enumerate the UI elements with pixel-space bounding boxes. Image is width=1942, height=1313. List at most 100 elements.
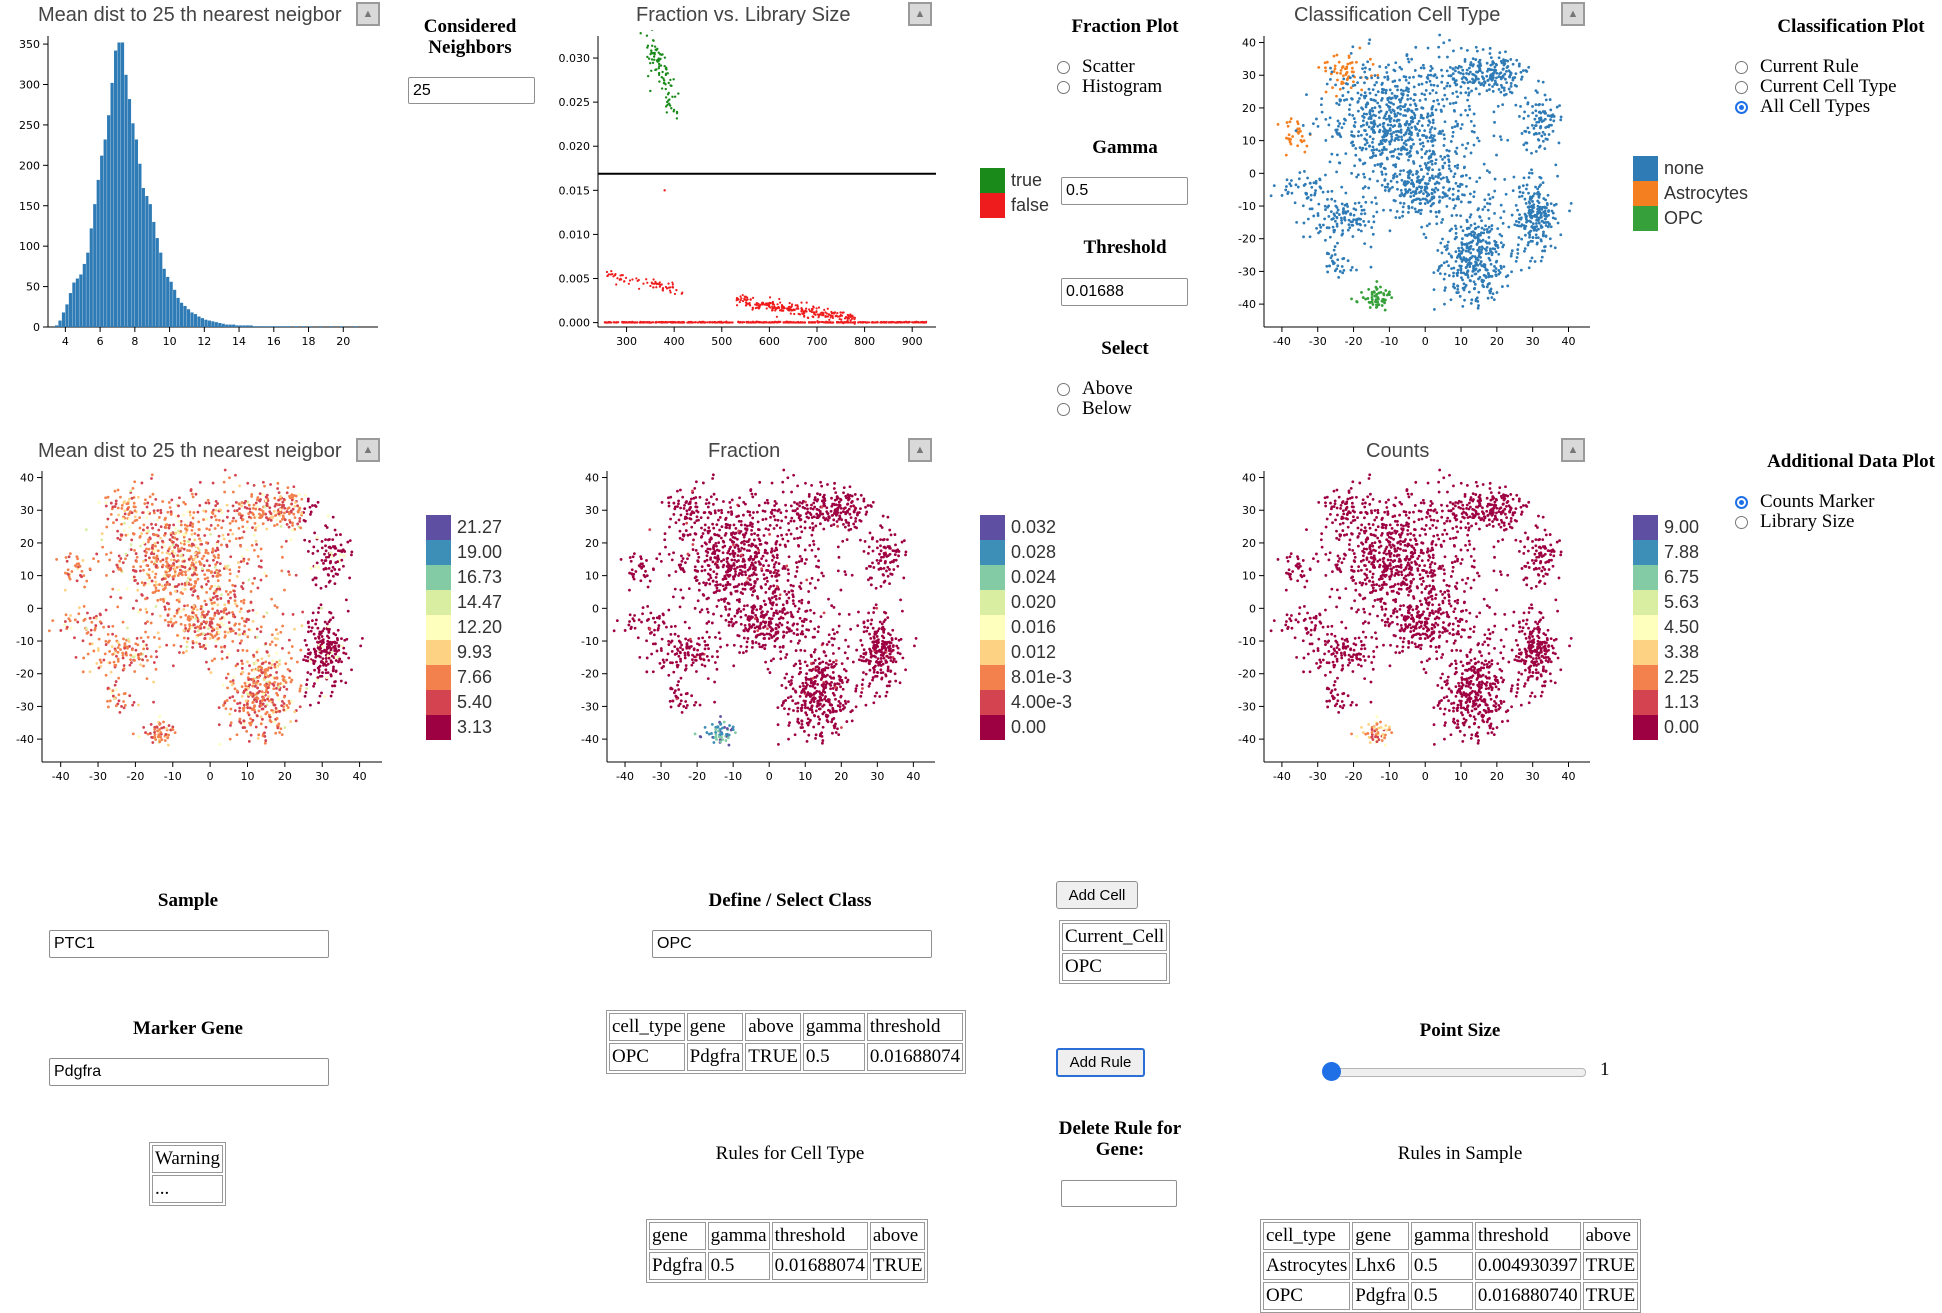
tsne-point bbox=[1475, 258, 1478, 261]
histogram-bar bbox=[309, 326, 312, 327]
tsne-point bbox=[1374, 196, 1377, 199]
tsne-point bbox=[234, 709, 237, 712]
tsne-point bbox=[1334, 253, 1337, 256]
tsne-point bbox=[1552, 119, 1555, 122]
radio-option[interactable]: Above bbox=[1057, 379, 1133, 399]
mean-tsne-collapse-button[interactable]: ▲ bbox=[356, 438, 380, 462]
point-false bbox=[744, 298, 746, 300]
tsne-point bbox=[1432, 271, 1435, 274]
tsne-point bbox=[328, 657, 331, 660]
tsne-point bbox=[1455, 227, 1458, 230]
radio-button[interactable] bbox=[1057, 403, 1070, 416]
radio-option[interactable]: Histogram bbox=[1057, 77, 1162, 97]
tsne-point bbox=[163, 534, 166, 537]
tsne-point bbox=[169, 538, 172, 541]
threshold-input[interactable] bbox=[1061, 278, 1188, 306]
radio-button[interactable] bbox=[1057, 81, 1070, 94]
tsne-point bbox=[304, 695, 307, 698]
tsne-point bbox=[127, 506, 130, 509]
tsne-point bbox=[1497, 253, 1500, 256]
radio-button[interactable] bbox=[1057, 383, 1070, 396]
radio-button[interactable] bbox=[1735, 61, 1748, 74]
radio-option[interactable]: Current Rule bbox=[1735, 57, 1859, 77]
radio-option[interactable]: Current Cell Type bbox=[1735, 77, 1897, 97]
tsne-point bbox=[205, 518, 208, 521]
radio-option[interactable]: Scatter bbox=[1057, 57, 1135, 77]
radio-option[interactable]: Below bbox=[1057, 399, 1132, 419]
tsne-point bbox=[1440, 178, 1443, 181]
considered-neighbors-input[interactable] bbox=[408, 77, 535, 104]
tsne-point bbox=[64, 589, 67, 592]
radio-button[interactable] bbox=[1735, 101, 1748, 114]
tsne-point bbox=[1472, 57, 1475, 60]
histogram-bar bbox=[229, 325, 232, 327]
gamma-input[interactable] bbox=[1061, 177, 1188, 205]
y-tick-label: 0.010 bbox=[559, 228, 591, 241]
tsne-point bbox=[1476, 243, 1479, 246]
tsne-point bbox=[288, 512, 291, 515]
radio-option[interactable]: All Cell Types bbox=[1735, 97, 1870, 117]
tsne-point bbox=[1364, 91, 1367, 94]
tsne-point bbox=[253, 484, 256, 487]
tsne-point bbox=[1384, 299, 1387, 302]
tsne-point bbox=[1368, 178, 1371, 181]
tsne-point bbox=[100, 538, 103, 541]
tsne-point bbox=[1415, 192, 1418, 195]
tsne-point bbox=[162, 558, 165, 561]
tsne-point bbox=[1547, 114, 1550, 117]
tsne-point bbox=[1430, 153, 1433, 156]
tsne-point bbox=[309, 653, 312, 656]
tsne-point bbox=[1455, 90, 1458, 93]
point-true bbox=[666, 101, 668, 103]
tsne-point bbox=[1477, 64, 1480, 67]
tsne-point bbox=[245, 730, 248, 733]
y-tick-label: -30 bbox=[16, 700, 34, 713]
tsne-point bbox=[1424, 98, 1427, 101]
tsne-point bbox=[154, 545, 157, 548]
tsne-point bbox=[1413, 117, 1416, 120]
histogram-bar bbox=[253, 326, 256, 327]
tsne-point bbox=[1342, 257, 1345, 260]
frac-lib-collapse-button[interactable]: ▲ bbox=[908, 2, 932, 26]
tsne-point bbox=[1388, 290, 1391, 293]
tsne-point bbox=[1394, 61, 1397, 64]
tsne-point bbox=[321, 645, 324, 648]
tsne-point bbox=[1362, 220, 1365, 223]
tsne-point bbox=[1510, 252, 1513, 255]
tsne-point bbox=[1452, 275, 1455, 278]
tsne-point bbox=[1363, 129, 1366, 132]
tsne-point bbox=[1445, 149, 1448, 152]
hist-collapse-button[interactable]: ▲ bbox=[356, 2, 380, 26]
radio-button[interactable] bbox=[1735, 81, 1748, 94]
tsne-point bbox=[262, 697, 265, 700]
tsne-point bbox=[1489, 47, 1492, 50]
tsne-point bbox=[309, 673, 312, 676]
tsne-point bbox=[101, 546, 104, 549]
tsne-point bbox=[1382, 117, 1385, 120]
tsne-point bbox=[256, 498, 259, 501]
tsne-point bbox=[1360, 291, 1363, 294]
tsne-point bbox=[123, 529, 126, 532]
tsne-point bbox=[1540, 226, 1543, 229]
tsne-point bbox=[1529, 213, 1532, 216]
tsne-point bbox=[222, 519, 225, 522]
tsne-point bbox=[1371, 156, 1374, 159]
tsne-point bbox=[146, 620, 149, 623]
gamma-label: Gamma bbox=[1040, 137, 1210, 158]
tsne-point bbox=[222, 704, 225, 707]
tsne-point bbox=[1452, 193, 1455, 196]
tsne-point bbox=[198, 504, 201, 507]
tsne-point bbox=[348, 577, 351, 580]
tsne-point bbox=[1461, 69, 1464, 72]
radio-button[interactable] bbox=[1057, 61, 1070, 74]
tsne-point bbox=[1510, 82, 1513, 85]
tsne-point bbox=[316, 676, 319, 679]
tsne-point bbox=[305, 659, 308, 662]
tsne-point bbox=[151, 473, 154, 476]
tsne-point bbox=[1430, 108, 1433, 111]
tsne-point bbox=[197, 547, 200, 550]
tsne-point bbox=[1400, 179, 1403, 182]
histogram-bar bbox=[166, 277, 169, 327]
tsne-point bbox=[1506, 66, 1509, 69]
class-collapse-button[interactable]: ▲ bbox=[1561, 2, 1585, 26]
